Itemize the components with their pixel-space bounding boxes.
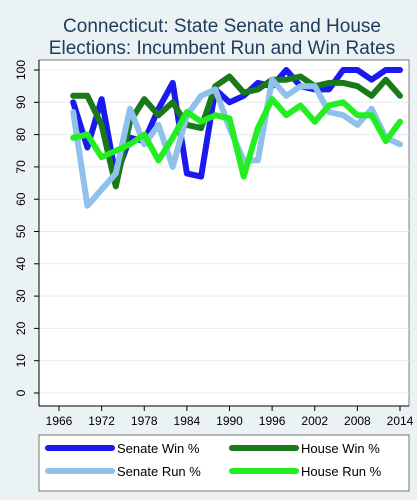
x-tick-label: 2002 (301, 414, 328, 428)
legend-label-senate-win: Senate Win % (117, 441, 200, 456)
chart-title-line-2: Elections: Incumbent Run and Win Rates (49, 38, 395, 59)
y-tick-label: 60 (14, 192, 28, 206)
y-tick-label: 80 (14, 128, 28, 142)
x-tick-label: 1996 (259, 414, 286, 428)
y-axis: 0 10 20 30 40 50 60 70 80 90 100 (14, 60, 40, 406)
x-tick-label: 1972 (88, 414, 115, 428)
series-line-house-run (70, 96, 403, 180)
legend-items: Senate Win % House Win % Senate Run % House… (45, 441, 382, 479)
y-tick-label: 40 (14, 257, 28, 271)
y-tick-label: 20 (14, 321, 28, 335)
x-tick-label: 1990 (216, 414, 243, 428)
y-tick-label: 0 (14, 389, 28, 396)
x-tick-label: 1966 (46, 414, 73, 428)
legend-box (38, 434, 410, 492)
y-tick-label: 30 (14, 289, 28, 303)
series-lines (70, 67, 403, 209)
legend-label-house-win: House Win % (301, 441, 380, 456)
chart-title-line-1: Connecticut: State Senate and House (63, 16, 381, 37)
y-tick-label: 70 (14, 160, 28, 174)
y-tick-label: 100 (14, 60, 28, 80)
x-tick-label: 1978 (131, 414, 158, 428)
y-tick-label: 90 (14, 95, 28, 109)
x-tick-label: 2014 (387, 414, 414, 428)
legend-label-senate-run: Senate Run % (117, 464, 201, 479)
x-tick-label: 2008 (344, 414, 371, 428)
x-axis: 1966 1972 1978 1984 1990 1996 2002 2008 2014 (39, 405, 414, 428)
legend: Senate Win % House Win % Senate Run % House… (38, 434, 410, 492)
legend-label-house-run: House Run % (301, 464, 382, 479)
y-tick-label: 10 (14, 354, 28, 368)
y-tick-label: 50 (14, 225, 28, 239)
x-tick-label: 1984 (174, 414, 201, 428)
